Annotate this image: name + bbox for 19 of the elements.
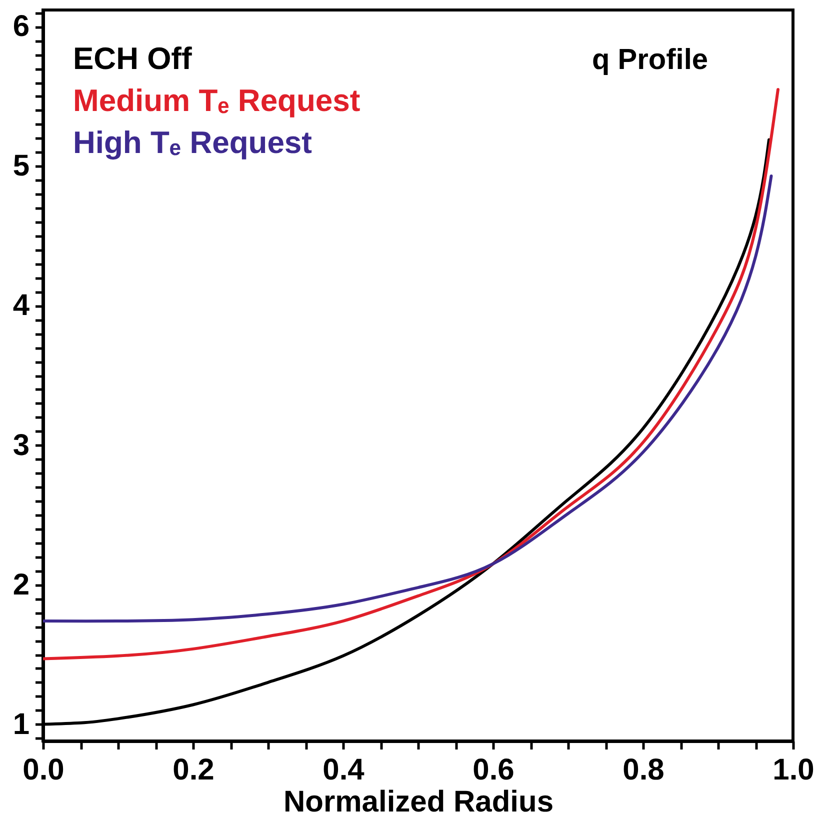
y-tick-label: 3 bbox=[12, 428, 30, 462]
y-tick-label: 2 bbox=[12, 568, 30, 602]
x-tick-label: 0.4 bbox=[322, 754, 365, 786]
text: Medium Tₑ Request bbox=[73, 83, 360, 118]
y-tick-label: 6 bbox=[12, 10, 30, 44]
line-series bbox=[43, 88, 780, 660]
text: ECH Off bbox=[73, 41, 192, 76]
text: q Profile bbox=[592, 44, 708, 76]
y-tick-label: 5 bbox=[12, 150, 30, 183]
x-axis-title: Normalized Radius bbox=[283, 786, 554, 817]
y-tick-label: 1 bbox=[12, 708, 30, 741]
x-tick-label: 1.0 bbox=[772, 754, 814, 786]
x-tick-label: 0.8 bbox=[622, 754, 664, 786]
x-tick-label: 0.0 bbox=[22, 754, 64, 786]
text: High Tₑ Request bbox=[73, 125, 312, 160]
x-tick-label: 0.2 bbox=[172, 754, 214, 786]
x-tick-label: 0.6 bbox=[472, 754, 514, 786]
y-tick-label: 4 bbox=[12, 289, 30, 322]
line-series bbox=[43, 174, 773, 623]
